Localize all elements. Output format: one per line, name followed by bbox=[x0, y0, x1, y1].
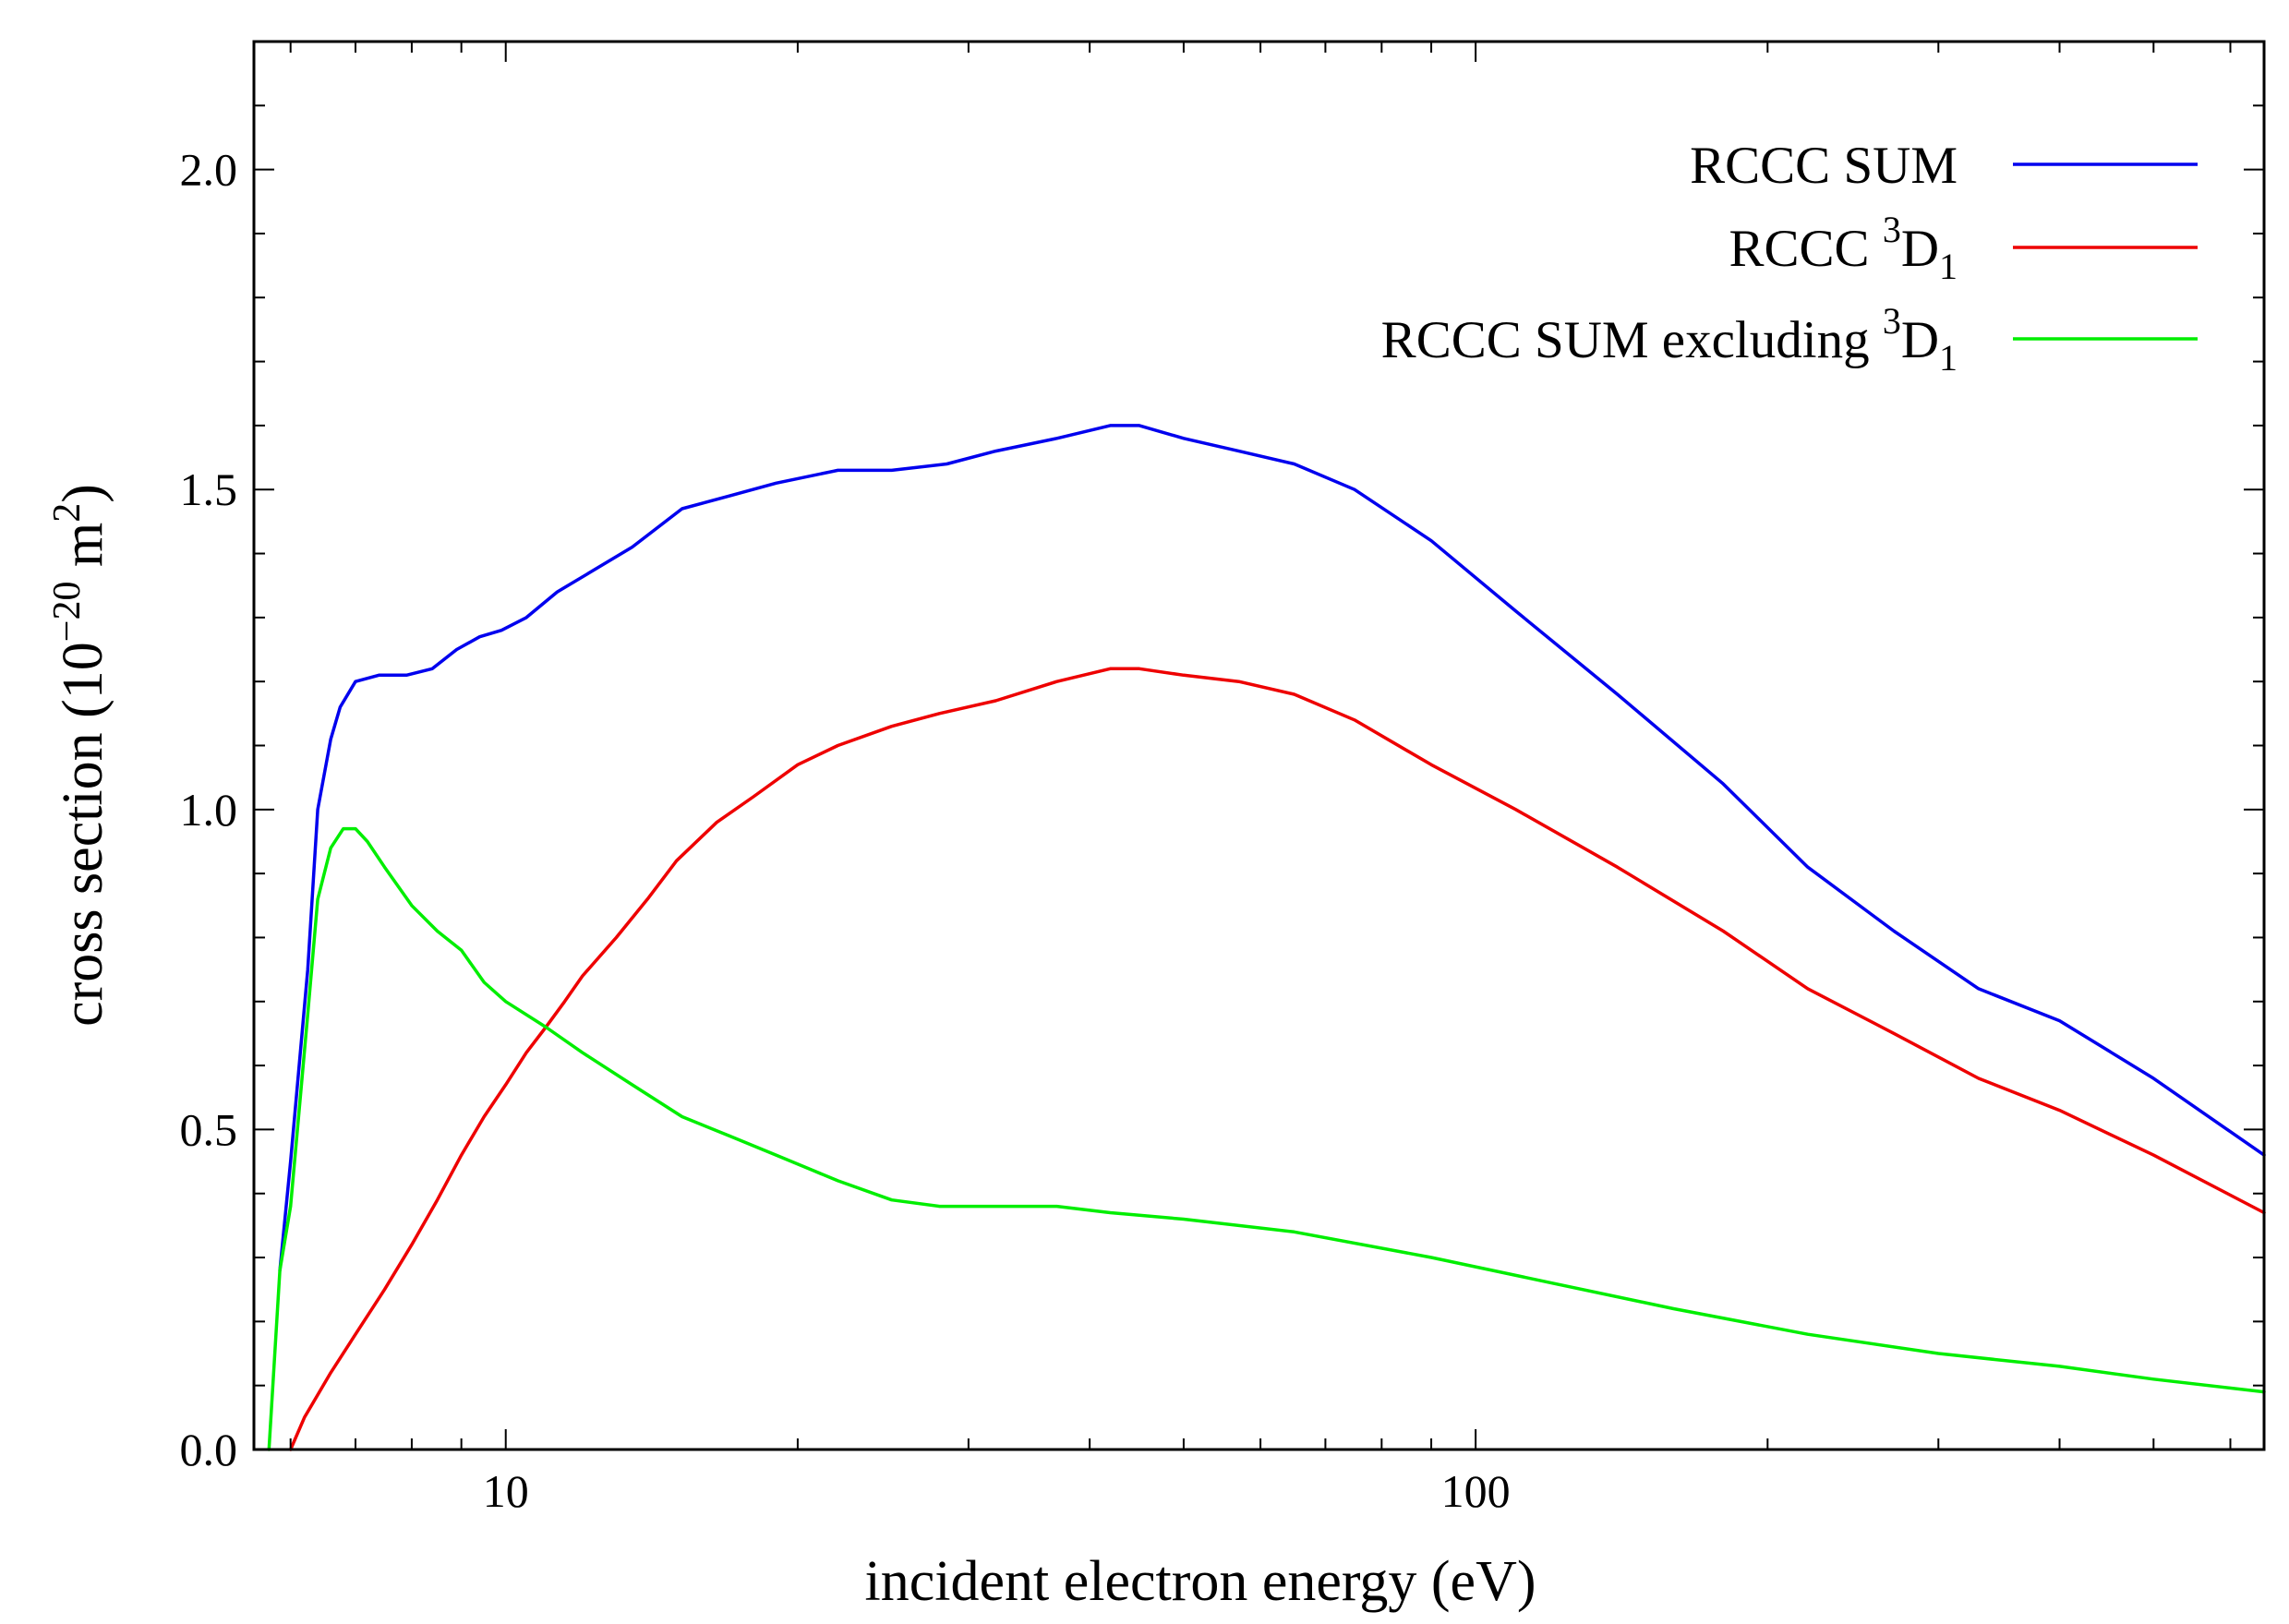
y-tick-label: 0.0 bbox=[180, 1424, 238, 1475]
y-tick-label: 1.5 bbox=[180, 463, 238, 515]
x-axis-title: incident electron energy (eV) bbox=[864, 1550, 1536, 1613]
x-tick-label: 10 bbox=[483, 1465, 529, 1517]
series-layer bbox=[267, 424, 2266, 1451]
y-tick-label: 1.0 bbox=[180, 784, 238, 836]
legend-label-superscript: 3 bbox=[1883, 209, 1901, 250]
series-line-rccc-sum bbox=[278, 424, 2266, 1272]
y-axis-title-base: cross section (10 bbox=[52, 642, 114, 1027]
legend-label-superscript: 3 bbox=[1883, 300, 1901, 342]
y-tick-label: 2.0 bbox=[180, 144, 238, 196]
legend-label-rccc-3d1: RCCC 3D1 bbox=[1729, 209, 1958, 287]
y-axis-title-unit: m bbox=[52, 523, 114, 582]
plot-frame bbox=[252, 40, 2266, 1451]
series-line-rccc-3d1 bbox=[288, 667, 2266, 1451]
legend-label-text: RCCC SUM bbox=[1690, 137, 1958, 195]
legend-label-subscript: 1 bbox=[1939, 337, 1958, 379]
y-axis-title-close: ) bbox=[52, 484, 114, 503]
legend-label-text: RCCC bbox=[1729, 220, 1883, 278]
tick-layer: 0.0 0.5 1.0 1.5 2.0 10 100 bbox=[180, 42, 2264, 1517]
legend-label-term: D bbox=[1901, 220, 1939, 278]
y-axis-title: cross section (10−20 m2) bbox=[46, 484, 114, 1027]
series-line-rccc-sum-excluding-3d1 bbox=[267, 826, 2266, 1451]
y-axis-title-unit-exponent: 2 bbox=[46, 503, 89, 523]
y-axis-title-exponent: −20 bbox=[46, 582, 89, 643]
legend-label-text: RCCC SUM excluding bbox=[1381, 311, 1883, 369]
x-tick-label: 100 bbox=[1441, 1465, 1511, 1517]
legend-label-rccc-sum: RCCC SUM bbox=[1690, 137, 1958, 195]
y-tick-label: 0.5 bbox=[180, 1103, 238, 1155]
legend-label-rccc-sum-excluding-3d1: RCCC SUM excluding 3D1 bbox=[1381, 300, 1958, 379]
legend-label-term: D bbox=[1901, 311, 1939, 369]
legend-label-subscript: 1 bbox=[1939, 246, 1958, 287]
